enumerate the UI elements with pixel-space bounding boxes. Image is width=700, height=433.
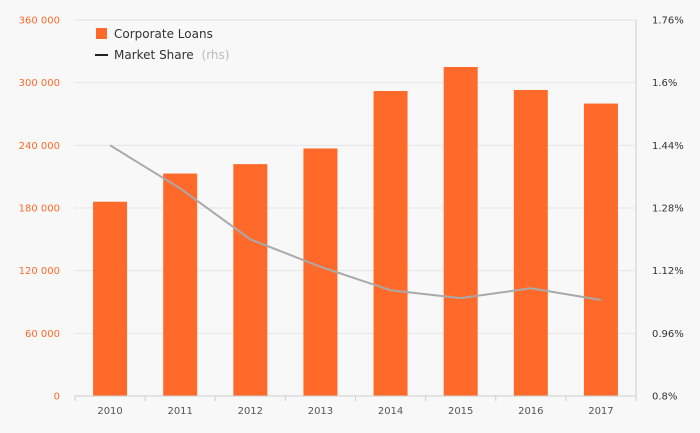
gridlines	[75, 19, 636, 334]
right-tick-label: 0.8%	[652, 392, 677, 403]
right-tick-label: 1.44%	[652, 141, 684, 152]
legend: Corporate Loans Market Share (rhs)	[95, 27, 229, 62]
left-tick-label: 0	[54, 392, 60, 403]
bar-2016	[513, 89, 548, 396]
x-tick-label: 2015	[448, 406, 473, 417]
bar-2013	[303, 148, 338, 396]
left-tick-label: 240 000	[19, 141, 60, 152]
left-tick-label: 360 000	[19, 16, 60, 27]
x-tick-label: 2013	[308, 406, 333, 417]
right-tick-label: 1.12%	[652, 266, 684, 277]
left-axis: 0 60 000 120 000 180 000 240 000 300 000 360 0…	[19, 16, 60, 403]
left-tick-label: 120 000	[19, 266, 60, 277]
legend-label-corporate-loans: Corporate Loans	[114, 27, 213, 41]
left-tick-label: 180 000	[19, 204, 60, 215]
x-tick-label: 2017	[588, 406, 613, 417]
legend-label-market-share: Market Share (rhs)	[114, 48, 229, 62]
bar-2011	[163, 173, 198, 396]
legend-label-market-share-name: Market Share	[114, 48, 194, 62]
left-tick-label: 60 000	[25, 329, 60, 340]
right-axis: 0.8% 0.96% 1.12% 1.28% 1.44% 1.6% 1.76%	[635, 16, 684, 403]
x-tick-label: 2011	[167, 406, 192, 417]
x-tick-label: 2016	[518, 406, 543, 417]
bar-2015	[443, 67, 478, 396]
line-series	[109, 144, 602, 302]
right-tick-label: 1.76%	[652, 16, 684, 27]
x-tick-label: 2012	[238, 406, 263, 417]
x-axis: 2010 2011 2012 2013 2014 2015 2016 2017	[74, 395, 637, 417]
market-share-line	[109, 144, 602, 302]
bar-2014	[373, 91, 408, 397]
left-tick-label: 300 000	[19, 78, 60, 89]
right-tick-label: 0.96%	[652, 329, 684, 340]
x-tick-label: 2014	[378, 406, 403, 417]
right-tick-label: 1.6%	[652, 78, 677, 89]
bar-2017	[583, 103, 618, 397]
bar-2012	[233, 164, 268, 396]
legend-swatch-corporate-loans	[96, 28, 107, 39]
bar-2010	[93, 201, 128, 396]
x-tick-label: 2010	[97, 406, 122, 417]
bar-series	[93, 67, 618, 397]
right-tick-label: 1.28%	[652, 204, 684, 215]
legend-label-market-share-suffix: (rhs)	[202, 48, 230, 62]
